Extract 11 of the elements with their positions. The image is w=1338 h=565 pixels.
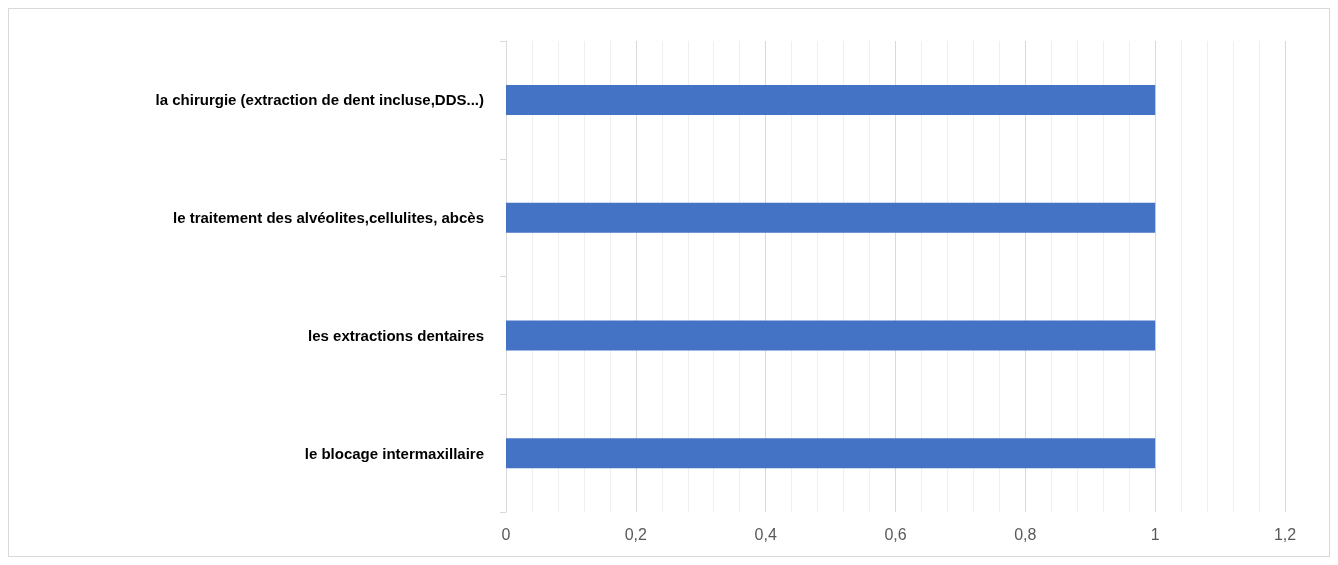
x-tick-label: 1,2 [1273,525,1297,543]
y-tick-label: la chirurgie (extraction de dent incluse,DDS...) [155,91,484,109]
x-tick-label: 0,2 [624,525,648,543]
x-tick-label: 0 [501,525,511,543]
x-tick-label: 0,4 [754,525,777,543]
y-tick-label: le traitement des alvéolites,cellulites, abcès [173,209,484,227]
x-tick-label: 1 [1150,525,1160,543]
x-tick-label: 0,8 [1014,525,1037,543]
y-tick-label: les extractions dentaires [308,326,484,344]
y-tick-label: le blocage intermaxillaire [304,444,484,462]
x-tick-label: 0,6 [884,525,907,543]
